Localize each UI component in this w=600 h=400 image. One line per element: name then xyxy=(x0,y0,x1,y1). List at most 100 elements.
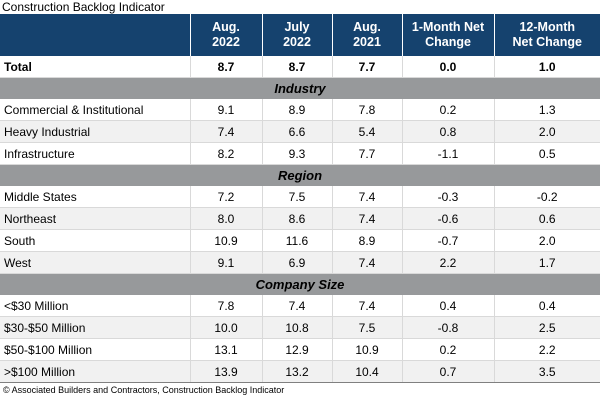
value-cell: 0.4 xyxy=(401,295,494,317)
value-cell: 7.4 xyxy=(189,120,262,143)
value-cell: 7.5 xyxy=(261,186,332,208)
value-cell: 10.9 xyxy=(189,229,262,252)
value-cell: 12.9 xyxy=(261,338,332,361)
value-cell: 10.0 xyxy=(189,316,262,339)
value-cell: 11.6 xyxy=(261,229,332,252)
value-cell: 13.1 xyxy=(189,338,262,361)
column-header-1-month-net-change: 1-Month Net Change xyxy=(401,14,494,56)
value-cell: 7.7 xyxy=(331,142,402,165)
table-row-heavy-industrial: Heavy Industrial 7.4 6.6 5.4 0.8 2.0 xyxy=(0,120,600,143)
row-label: Northeast xyxy=(0,207,190,230)
value-cell: 8.7 xyxy=(261,56,332,78)
table-row-100-million: >$100 Million 13.9 13.2 10.4 0.7 3.5 xyxy=(0,360,600,383)
row-label: <$30 Million xyxy=(0,295,190,317)
value-cell: 0.8 xyxy=(401,120,494,143)
table-row-total: Total 8.7 8.7 7.7 0.0 1.0 xyxy=(0,56,600,78)
row-label: >$100 Million xyxy=(0,360,190,383)
row-label: Infrastructure xyxy=(0,142,190,165)
value-cell: 8.9 xyxy=(261,99,332,121)
value-cell: 8.9 xyxy=(331,229,402,252)
value-cell: 1.3 xyxy=(493,99,600,121)
table-row-south: South 10.9 11.6 8.9 -0.7 2.0 xyxy=(0,229,600,252)
value-cell: 7.4 xyxy=(331,251,402,274)
value-cell: 7.8 xyxy=(331,99,402,121)
value-cell: 2.2 xyxy=(493,338,600,361)
value-cell: 8.0 xyxy=(189,207,262,230)
value-cell: 8.2 xyxy=(189,142,262,165)
value-cell: 7.2 xyxy=(189,186,262,208)
value-cell: 13.9 xyxy=(189,360,262,383)
value-cell: 6.6 xyxy=(261,120,332,143)
header-corner-cell xyxy=(0,14,190,56)
value-cell: -0.2 xyxy=(493,186,600,208)
value-cell: 9.3 xyxy=(261,142,332,165)
table-row-west: West 9.1 6.9 7.4 2.2 1.7 xyxy=(0,251,600,274)
table-row-30-million: <$30 Million 7.8 7.4 7.4 0.4 0.4 xyxy=(0,295,600,317)
value-cell: -0.3 xyxy=(401,186,494,208)
row-label: $30-$50 Million xyxy=(0,316,190,339)
column-header-aug-2021: Aug. 2021 xyxy=(331,14,402,56)
table-row-infrastructure: Infrastructure 8.2 9.3 7.7 -1.1 0.5 xyxy=(0,142,600,165)
row-label: South xyxy=(0,229,190,252)
value-cell: 0.7 xyxy=(401,360,494,383)
value-cell: 7.4 xyxy=(261,295,332,317)
column-header-12-month-net-change: 12-Month Net Change xyxy=(493,14,600,56)
table-row-northeast: Northeast 8.0 8.6 7.4 -0.6 0.6 xyxy=(0,207,600,230)
table-row-middle-states: Middle States 7.2 7.5 7.4 -0.3 -0.2 xyxy=(0,186,600,208)
value-cell: -0.7 xyxy=(401,229,494,252)
section-header-row-region: Region xyxy=(0,164,600,186)
value-cell: 7.4 xyxy=(331,207,402,230)
row-label: Commercial & Institutional xyxy=(0,99,190,121)
section-title: Region xyxy=(0,164,600,186)
section-header-row-industry: Industry xyxy=(0,77,600,99)
value-cell: 8.7 xyxy=(189,56,262,78)
value-cell: 0.2 xyxy=(401,338,494,361)
column-header-july-2022: July 2022 xyxy=(261,14,332,56)
value-cell: 7.5 xyxy=(331,316,402,339)
value-cell: 9.1 xyxy=(189,251,262,274)
value-cell: 7.4 xyxy=(331,295,402,317)
value-cell: 7.8 xyxy=(189,295,262,317)
value-cell: 1.0 xyxy=(493,56,600,78)
value-cell: 5.4 xyxy=(331,120,402,143)
value-cell: 1.7 xyxy=(493,251,600,274)
table-header-row: Aug. 2022 July 2022 Aug. 2021 1-Month Net C… xyxy=(0,14,600,56)
value-cell: 8.6 xyxy=(261,207,332,230)
value-cell: 2.0 xyxy=(493,120,600,143)
row-label: West xyxy=(0,251,190,274)
section-title: Company Size xyxy=(0,273,600,295)
value-cell: 7.4 xyxy=(331,186,402,208)
column-header-aug-2022: Aug. 2022 xyxy=(189,14,262,56)
value-cell: 10.4 xyxy=(331,360,402,383)
value-cell: 2.2 xyxy=(401,251,494,274)
value-cell: 2.0 xyxy=(493,229,600,252)
table-row-30-50-million: $30-$50 Million 10.0 10.8 7.5 -0.8 2.5 xyxy=(0,316,600,339)
value-cell: 9.1 xyxy=(189,99,262,121)
page-title: Construction Backlog Indicator xyxy=(2,0,165,14)
row-label: $50-$100 Million xyxy=(0,338,190,361)
row-label: Total xyxy=(0,56,190,78)
backlog-table: Aug. 2022 July 2022 Aug. 2021 1-Month Net C… xyxy=(0,14,600,383)
value-cell: 3.5 xyxy=(493,360,600,383)
value-cell: -0.8 xyxy=(401,316,494,339)
value-cell: 7.7 xyxy=(331,56,402,78)
row-label: Middle States xyxy=(0,186,190,208)
section-title: Industry xyxy=(0,77,600,99)
table-row-commercial-institutional: Commercial & Institutional 9.1 8.9 7.8 0.2 1.… xyxy=(0,99,600,121)
value-cell: 0.2 xyxy=(401,99,494,121)
value-cell: 2.5 xyxy=(493,316,600,339)
value-cell: 0.0 xyxy=(401,56,494,78)
value-cell: -1.1 xyxy=(401,142,494,165)
value-cell: 10.8 xyxy=(261,316,332,339)
value-cell: -0.6 xyxy=(401,207,494,230)
section-header-row-company-size: Company Size xyxy=(0,273,600,295)
value-cell: 6.9 xyxy=(261,251,332,274)
value-cell: 0.6 xyxy=(493,207,600,230)
value-cell: 13.2 xyxy=(261,360,332,383)
row-label: Heavy Industrial xyxy=(0,120,190,143)
value-cell: 0.5 xyxy=(493,142,600,165)
value-cell: 0.4 xyxy=(493,295,600,317)
table-row-50-100-million: $50-$100 Million 13.1 12.9 10.9 0.2 2.2 xyxy=(0,338,600,361)
copyright-note: © Associated Builders and Contractors, C… xyxy=(3,385,285,395)
